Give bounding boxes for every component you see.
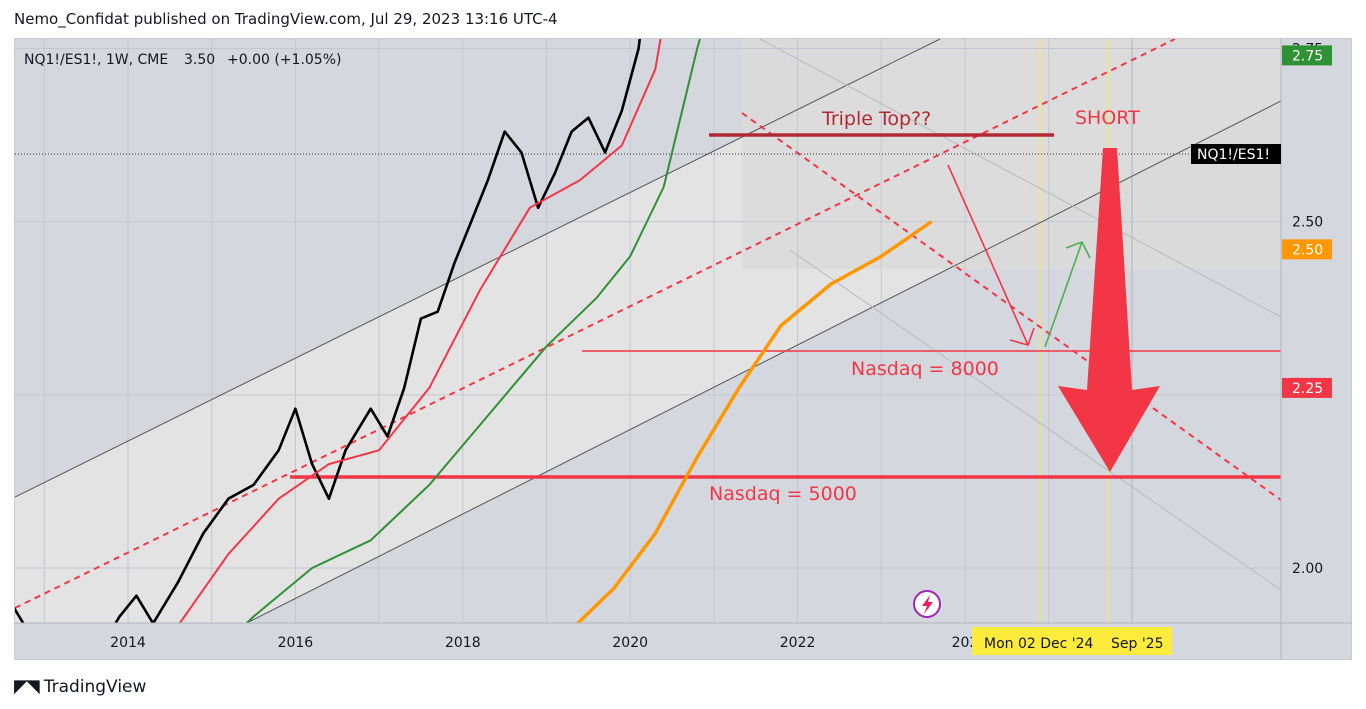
grey-desc-upper [759, 39, 1281, 318]
symbol-tag: NQ1!/ES1! [1197, 147, 1270, 163]
channel-lower-line [245, 100, 1281, 623]
price-tag: 2.25 [1292, 381, 1323, 397]
price-tag: 2.75 [1292, 48, 1323, 64]
triple-top-label: Triple Top?? [821, 108, 931, 130]
forecast-up-arrowhead [1065, 240, 1091, 259]
x-tick-label: 2016 [278, 635, 314, 651]
symbol-tag-bg [1191, 144, 1281, 164]
price-tag-bg [1282, 377, 1332, 398]
nasdaq-5000-label: Nasdaq = 5000 [709, 483, 857, 505]
legend-symbol: NQ1!/ES1!, 1W, CME [24, 52, 168, 68]
forecast-down-arrow [947, 164, 1029, 346]
time-tag-sep25-bg [1102, 627, 1172, 655]
time-tag-dec24: Mon 02 Dec '24 [984, 636, 1094, 652]
x-tick-label: 202 [952, 635, 979, 651]
x-tick-label: 2018 [445, 635, 481, 651]
channel-upper-line [15, 39, 941, 498]
x-tick-label: 2020 [612, 635, 648, 651]
price-tag-bg [1282, 239, 1332, 260]
series-ma-fast [178, 39, 662, 623]
legend-change: +0.00 (+1.05%) [227, 52, 341, 68]
short-label: SHORT [1075, 107, 1140, 129]
series-ma-mid [245, 39, 701, 623]
price-tag: 2.50 [1292, 242, 1323, 258]
forecast-down-arrowhead [1009, 327, 1035, 346]
forecast-up-arrow [1044, 241, 1083, 348]
grey-desc-lower [789, 249, 1281, 591]
nasdaq-8000-label: Nasdaq = 8000 [851, 358, 999, 380]
time-tag-dec24-bg [972, 627, 1102, 655]
x-tick-label: 2022 [780, 635, 816, 651]
x-tick-label: 2014 [110, 635, 146, 651]
publish-header: Nemo_Confidat published on TradingView.c… [14, 10, 558, 28]
price-tag-bg [1282, 45, 1332, 66]
y-tick-label: 2.50 [1292, 215, 1323, 231]
series-price [15, 39, 642, 623]
time-tag-sep25: Sep '25 [1111, 636, 1164, 652]
brand-name: TradingView [43, 676, 147, 697]
lightning-icon[interactable] [913, 590, 941, 618]
brand[interactable]: ◤◥ TradingView [14, 676, 146, 697]
tradingview-logo-icon: ◤◥ [14, 676, 40, 697]
y-tick-label: 2.00 [1292, 561, 1323, 577]
short-arrow [1058, 148, 1160, 472]
series-ma-slow [575, 220, 933, 623]
legend-value: 3.50 [184, 52, 215, 68]
